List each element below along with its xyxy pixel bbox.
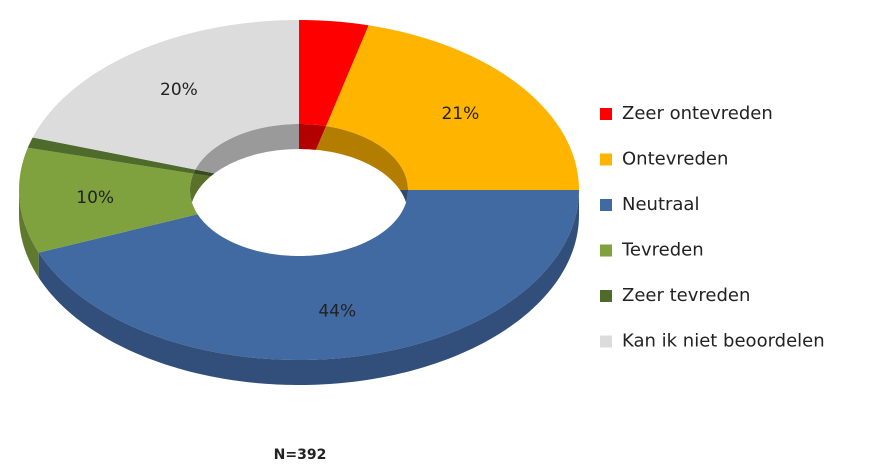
annotation: N=392 bbox=[274, 447, 327, 463]
legend-label: Ontevreden bbox=[622, 149, 728, 170]
legend-label: Tevreden bbox=[621, 240, 704, 261]
legend-label: Zeer tevreden bbox=[622, 285, 750, 306]
data-label: 21% bbox=[441, 104, 479, 124]
legend-swatch bbox=[600, 153, 612, 166]
data-label: 10% bbox=[76, 188, 114, 208]
donut-slice bbox=[38, 190, 580, 360]
donut-slice bbox=[326, 25, 579, 191]
outer-wall bbox=[19, 190, 39, 278]
donut-slice bbox=[19, 147, 198, 253]
legend-label: Zeer ontevreden bbox=[622, 103, 773, 124]
legend-swatch bbox=[600, 199, 612, 211]
legend-label: Kan ik niet beoordelen bbox=[622, 331, 825, 352]
donut-slice bbox=[32, 20, 299, 170]
legend-label: Neutraal bbox=[622, 194, 699, 215]
legend-swatch bbox=[600, 335, 612, 348]
legend-swatch bbox=[600, 108, 612, 120]
outer-wall bbox=[38, 190, 580, 385]
data-label: 44% bbox=[318, 302, 356, 322]
legend-swatch bbox=[600, 244, 612, 257]
donut-slice bbox=[299, 20, 369, 127]
donut-slice bbox=[27, 137, 196, 174]
legend-swatch bbox=[600, 290, 612, 302]
data-label: 20% bbox=[160, 80, 198, 100]
